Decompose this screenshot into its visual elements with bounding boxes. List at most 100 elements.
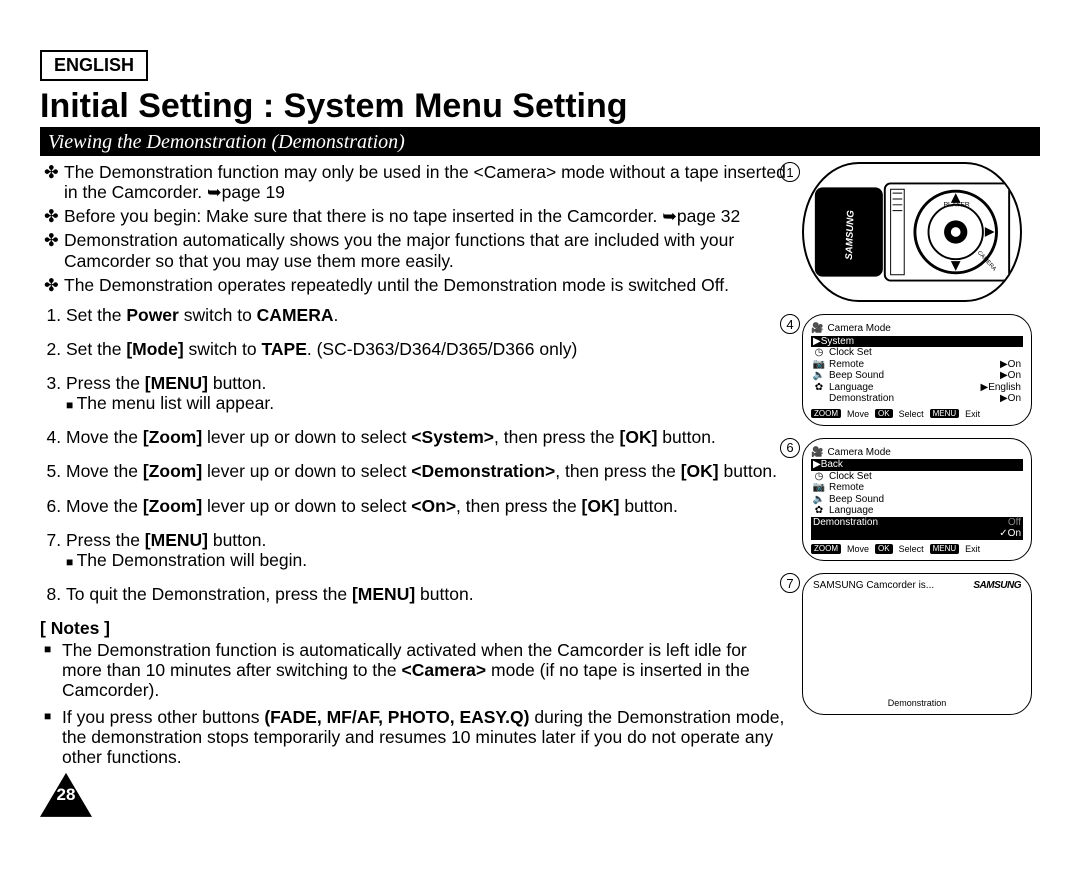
- menu-back-label: ▶Back: [813, 459, 1021, 471]
- exit-label: Exit: [965, 544, 980, 554]
- menu-row: ✿ Language: [811, 505, 1023, 517]
- step-3-sub: The menu list will appear.: [66, 393, 788, 413]
- figure-number-7: 7: [780, 573, 800, 593]
- bullet-item: Demonstration automatically shows you th…: [64, 230, 788, 270]
- figure-number-1: 1: [780, 162, 800, 182]
- menu-mode-label: Camera Mode: [827, 447, 890, 459]
- menu-row: ✿ Language ▶English: [811, 382, 1023, 394]
- page-number-badge: 28: [40, 773, 92, 817]
- figure-7: 7 SAMSUNG Camcorder is... SAMSUNG Demons…: [802, 573, 1040, 715]
- left-column: The Demonstration function may only be u…: [40, 162, 788, 817]
- menu-title: 🎥 Camera Mode: [811, 447, 1023, 459]
- menu-row-highlight: ▶Back: [811, 459, 1023, 471]
- menu-footer: ZOOM Move OK Select MENU Exit: [811, 544, 1023, 554]
- content-wrapper: The Demonstration function may only be u…: [40, 162, 1040, 817]
- right-column: 1 SAMSUNG PLAYER CAMERA: [802, 162, 1040, 817]
- step-2: Set the [Mode] switch to TAPE. (SC-D363/…: [66, 339, 788, 359]
- bullet-item: The Demonstration operates repeatedly un…: [64, 275, 788, 295]
- figure-1: 1 SAMSUNG PLAYER CAMERA: [802, 162, 1040, 302]
- step-1: Set the Power switch to CAMERA.: [66, 305, 788, 325]
- row-icon: ✿: [813, 505, 825, 517]
- demo-screen: SAMSUNG Camcorder is... SAMSUNG Demonstr…: [802, 573, 1032, 715]
- ok-key: OK: [875, 544, 893, 553]
- zoom-key: ZOOM: [811, 409, 841, 418]
- menu-key: MENU: [930, 544, 960, 553]
- row-value: ▶English: [981, 382, 1022, 394]
- demo-top-text: SAMSUNG Camcorder is...: [813, 580, 934, 591]
- figure-6: 6 🎥 Camera Mode ▶Back ◷Clock Set📷Remote🔈…: [802, 438, 1040, 561]
- row-label: Beep Sound: [829, 370, 992, 382]
- menu-demo-row: Demonstration Off: [811, 517, 1023, 529]
- row-label: Clock Set: [829, 471, 1013, 483]
- camera-mode-icon: 🎥: [811, 447, 823, 459]
- menu-row: Demonstration ▶On: [811, 393, 1023, 405]
- menu-footer: ZOOM Move OK Select MENU Exit: [811, 409, 1023, 419]
- row-label: Beep Sound: [829, 494, 1013, 506]
- menu-title: 🎥 Camera Mode: [811, 323, 1023, 335]
- demo-bottom-text: Demonstration: [803, 698, 1031, 708]
- row-label: Remote: [829, 482, 1013, 494]
- menu-screen-6: 🎥 Camera Mode ▶Back ◷ Clock Set 📷 Remote 🔈 Be…: [802, 438, 1032, 561]
- step-6: Move the [Zoom] lever up or down to sele…: [66, 496, 788, 516]
- select-label: Select: [899, 409, 924, 419]
- menu-demo-on-row: ✓On: [811, 528, 1023, 540]
- row-icon: ◷: [813, 471, 825, 483]
- row-label: Demonstration: [829, 393, 992, 405]
- intro-bullets: The Demonstration function may only be u…: [40, 162, 788, 295]
- step-4: Move the [Zoom] lever up or down to sele…: [66, 427, 788, 447]
- figure-number-6: 6: [780, 438, 800, 458]
- zoom-key: ZOOM: [811, 544, 841, 553]
- bullet-item: The Demonstration function may only be u…: [64, 162, 788, 202]
- row-icon: 🔈: [813, 494, 825, 506]
- note-item: If you press other buttons (FADE, MF/AF,…: [62, 707, 788, 767]
- row-value: ▶On: [1000, 393, 1021, 405]
- step-7: Press the [MENU] button. The Demonstrati…: [66, 530, 788, 570]
- menu-row: 📷 Remote: [811, 482, 1023, 494]
- demo-on: ✓On: [999, 528, 1021, 540]
- select-label: Select: [899, 544, 924, 554]
- figure-number-4: 4: [780, 314, 800, 334]
- menu-key: MENU: [930, 409, 960, 418]
- step-8: To quit the Demonstration, press the [ME…: [66, 584, 788, 604]
- menu-system-label: ▶System: [813, 336, 1021, 348]
- language-label: ENGLISH: [40, 50, 148, 81]
- menu-screen-4: 🎥 Camera Mode ▶System ◷Clock Set📷Remote▶…: [802, 314, 1032, 426]
- step-7-sub: The Demonstration will begin.: [66, 550, 788, 570]
- note-item: The Demonstration function is automatica…: [62, 640, 788, 700]
- demo-label: Demonstration: [813, 517, 1000, 529]
- row-icon: ✿: [813, 382, 825, 394]
- menu-row: 📷Remote▶On: [811, 359, 1023, 371]
- step-5: Move the [Zoom] lever up or down to sele…: [66, 461, 788, 481]
- svg-text:PLAYER: PLAYER: [944, 202, 970, 209]
- move-label: Move: [847, 409, 869, 419]
- row-label: Language: [829, 505, 1013, 517]
- row-icon: 🔈: [813, 370, 825, 382]
- row-label: Clock Set: [829, 347, 1013, 359]
- menu-row: ◷ Clock Set: [811, 347, 1023, 359]
- svg-text:SAMSUNG: SAMSUNG: [844, 210, 857, 260]
- row-label: Remote: [829, 359, 992, 371]
- ok-key: OK: [875, 409, 893, 418]
- notes-list: The Demonstration function is automatica…: [40, 640, 788, 767]
- menu-row: 🔈 Beep Sound ▶On: [811, 370, 1023, 382]
- camcorder-illustration: SAMSUNG PLAYER CAMERA: [802, 162, 1022, 302]
- samsung-logo: SAMSUNG: [973, 580, 1021, 591]
- page-title: Initial Setting : System Menu Setting: [40, 87, 1040, 129]
- step-3: Press the [MENU] button. The menu list w…: [66, 373, 788, 413]
- menu-row: ◷ Clock Set: [811, 471, 1023, 483]
- row-icon: 📷: [813, 482, 825, 494]
- bullet-item: Before you begin: Make sure that there i…: [64, 206, 788, 226]
- row-value: ▶On: [1000, 359, 1021, 371]
- row-icon: ◷: [813, 347, 825, 359]
- move-label: Move: [847, 544, 869, 554]
- section-heading: Viewing the Demonstration (Demonstration…: [40, 129, 1040, 156]
- exit-label: Exit: [965, 409, 980, 419]
- demo-off: Off: [1008, 517, 1021, 529]
- camera-mode-icon: 🎥: [811, 323, 823, 335]
- notes-heading: [ Notes ]: [40, 618, 788, 638]
- menu-row-highlight: ▶System: [811, 336, 1023, 348]
- row-value: ▶On: [1000, 370, 1021, 382]
- step-list: Set the Power switch to CAMERA. Set the …: [40, 305, 788, 604]
- menu-mode-label: Camera Mode: [827, 323, 890, 335]
- row-label: Language: [829, 382, 973, 394]
